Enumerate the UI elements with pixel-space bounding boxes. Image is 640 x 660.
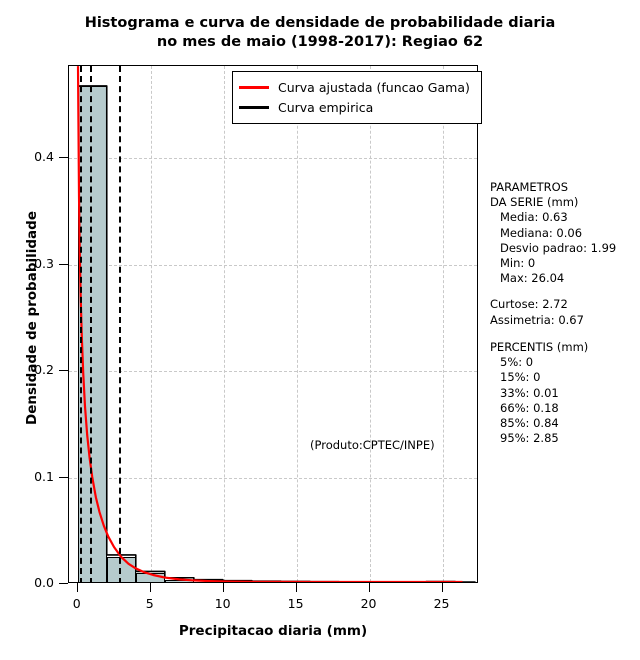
legend-label-fitted: Curva ajustada (funcao Gama): [278, 79, 470, 95]
stat-assimetria: Assimetria: 0.67: [490, 312, 584, 327]
x-axis-tick-label: 10: [214, 596, 231, 611]
stat-desvio-padrao: Desvio padrao: 1.99: [500, 240, 617, 255]
y-axis-tick-mark: [59, 157, 68, 159]
y-axis-tick-mark: [59, 370, 68, 372]
parameters-heading-1: PARAMETROS: [490, 180, 569, 194]
histogram-bar: [106, 556, 137, 582]
stat-mediana: Mediana: 0.06: [500, 225, 583, 240]
plot-area: 66%85%95%: [68, 65, 478, 583]
legend: Curva ajustada (funcao Gama) Curva empir…: [232, 71, 482, 124]
parameters-heading-2: DA SERIE (mm): [490, 195, 579, 210]
percentile-15: 15%: 0: [500, 370, 541, 385]
x-axis-tick-label: 20: [360, 596, 377, 611]
product-annotation: (Produto:CPTEC/INPE): [310, 438, 435, 452]
percentile-85: 85%: 0.84: [500, 416, 559, 431]
stat-max: Max: 26.04: [500, 271, 565, 286]
percentile-marker-line: [80, 66, 83, 582]
percentiles-panel: PERCENTIS (mm) 5%: 0 15%: 0 33%: 0.01 66…: [490, 340, 640, 446]
percentiles-heading: PERCENTIS (mm): [490, 340, 589, 354]
legend-swatch-fitted: [239, 85, 269, 89]
percentile-marker-line: [90, 66, 92, 582]
legend-item-fitted: Curva ajustada (funcao Gama): [239, 77, 475, 97]
x-axis-tick-mark: [222, 583, 224, 592]
x-axis-tick-label: 5: [145, 596, 154, 611]
x-axis-tick-mark: [76, 583, 78, 592]
legend-label-empirical: Curva empirica: [278, 99, 374, 115]
gridline-vertical: [369, 66, 371, 582]
chart-title-line-2: no mes de maio (1998-2017): Regiao 62: [156, 34, 484, 50]
y-axis-tick-label: 0.2: [34, 362, 54, 378]
chart-title: Histograma e curva de densidade de proba…: [0, 14, 640, 52]
percentile-66: 66%: 0.18: [500, 400, 559, 415]
y-axis-title: Densidade de probabilidade: [24, 211, 40, 425]
x-axis-title: Precipitacao diaria (mm): [178, 623, 368, 639]
gridline-vertical: [223, 66, 225, 582]
gridline-vertical: [150, 66, 152, 582]
stat-curtose: Curtose: 2.72: [490, 297, 568, 312]
stat-min: Min: 0: [500, 256, 536, 271]
stat-media: Media: 0.63: [500, 210, 568, 225]
x-axis-tick-mark: [368, 583, 370, 592]
y-axis-tick-label: 0.4: [34, 149, 54, 165]
percentile-95: 95%: 2.85: [500, 431, 559, 446]
x-axis-tick-label: 15: [287, 596, 304, 611]
x-axis-tick-mark: [295, 583, 297, 592]
x-axis-tick-label: 0: [72, 596, 81, 611]
gridline-horizontal: [69, 477, 477, 479]
x-axis-tick-mark: [149, 583, 151, 592]
y-axis-tick-label: 0.3: [34, 255, 54, 271]
stats-spacer: [490, 286, 640, 297]
percentile-marker-line: [119, 66, 122, 582]
x-axis-tick-mark: [441, 583, 443, 592]
gridline-horizontal: [69, 158, 477, 160]
legend-swatch-empirical: [239, 105, 269, 109]
series-parameters-panel: PARAMETROS DA SERIE (mm) Media: 0.63 Med…: [490, 180, 640, 328]
gridline-vertical: [296, 66, 298, 582]
fitted-gamma-curve: [76, 66, 463, 582]
x-axis-tick-label: 25: [433, 596, 450, 611]
y-axis-tick-mark: [59, 263, 68, 265]
percentile-05: 5%: 0: [500, 355, 534, 370]
percentile-33: 33%: 0.01: [500, 385, 559, 400]
y-axis-tick-mark: [59, 476, 68, 478]
gridline-vertical: [442, 66, 444, 582]
chart-title-line-1: Histograma e curva de densidade de proba…: [84, 15, 556, 31]
gridline-horizontal: [69, 264, 477, 266]
y-axis-tick-label: 0.1: [34, 468, 54, 484]
y-axis-tick-label: 0.0: [34, 575, 54, 590]
y-axis-tick-mark: [59, 583, 68, 584]
legend-item-empirical: Curva empirica: [239, 97, 475, 117]
plot-inner-region: 66%85%95%: [69, 66, 477, 582]
gridline-horizontal: [69, 371, 477, 373]
